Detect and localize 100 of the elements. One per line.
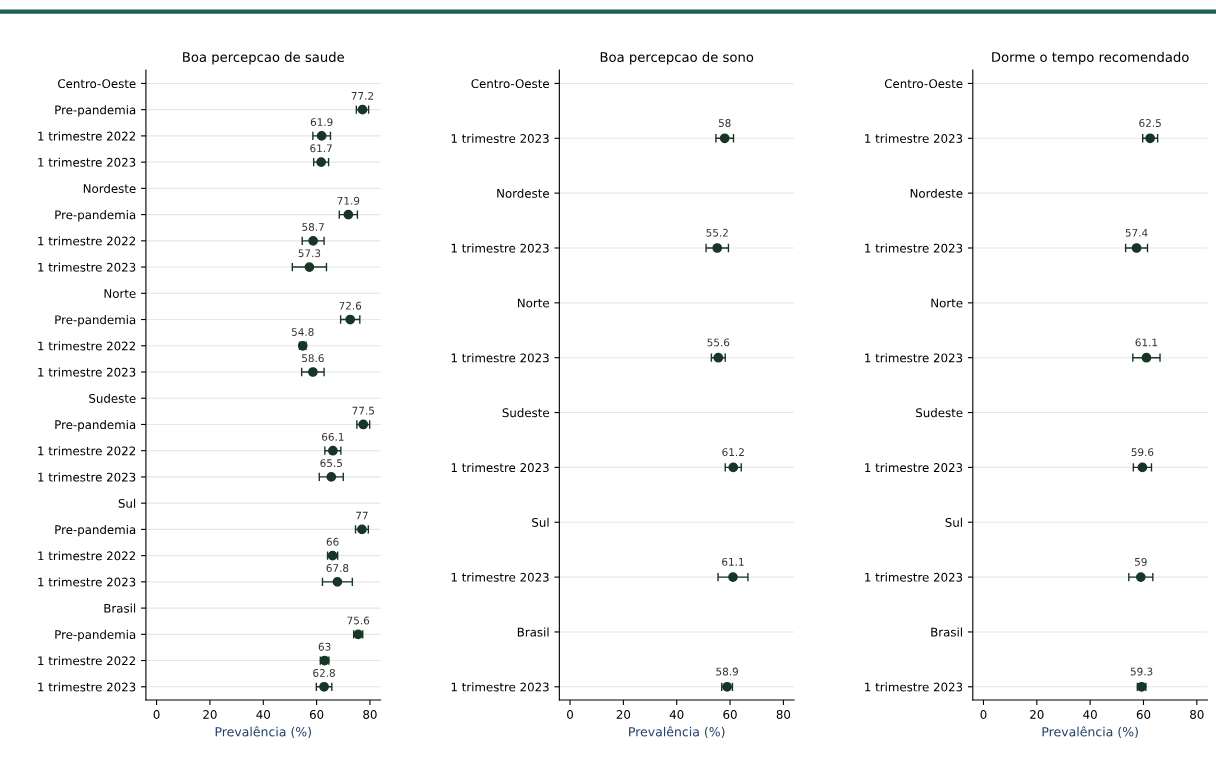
y-tick-label: 1 trimestre 2023 bbox=[38, 262, 136, 272]
point bbox=[728, 462, 739, 473]
y-tick-label: 1 trimestre 2023 bbox=[451, 243, 549, 253]
y-tick-label: Sudeste bbox=[89, 393, 136, 403]
y-tick-label: 1 trimestre 2023 bbox=[38, 157, 136, 167]
point bbox=[319, 681, 329, 692]
x-tick-label: 20 bbox=[1030, 710, 1044, 719]
y-tick-label: 1 trimestre 2023 bbox=[451, 353, 549, 363]
x-tick-label: 0 bbox=[567, 710, 573, 719]
x-tick-label: 0 bbox=[980, 710, 987, 719]
y-tick-label: Norte bbox=[931, 298, 963, 308]
y-tick-label: 1 trimestre 2023 bbox=[451, 682, 549, 692]
data-label: 61.1 bbox=[722, 557, 744, 566]
point bbox=[328, 445, 338, 456]
y-tick-label: Brasil bbox=[104, 603, 136, 613]
point bbox=[316, 157, 326, 167]
y-tick-label: 1 trimestre 2023 bbox=[865, 682, 963, 692]
data-label: 77.5 bbox=[352, 406, 374, 415]
y-tick-label: 1 trimestre 2022 bbox=[38, 551, 136, 561]
data-label: 58 bbox=[718, 119, 731, 127]
y-tick-label: Nordeste bbox=[83, 183, 136, 194]
y-tick-label: Centro-Oeste bbox=[471, 79, 550, 89]
y-tick-label: 1 trimestre 2023 bbox=[451, 133, 549, 143]
x-tick-label: 60 bbox=[309, 710, 324, 719]
data-label: 55.6 bbox=[707, 338, 730, 347]
data-label: 66 bbox=[326, 537, 339, 546]
y-tick-label: Norte bbox=[104, 289, 136, 298]
point bbox=[1141, 352, 1152, 363]
point bbox=[1135, 572, 1146, 582]
x-tick-label: 80 bbox=[1190, 710, 1204, 719]
x-tick-label: 40 bbox=[1083, 710, 1097, 719]
data-label: 54.8 bbox=[291, 328, 314, 336]
data-label: 63 bbox=[318, 642, 331, 651]
point bbox=[326, 472, 337, 482]
data-label: 59.6 bbox=[1131, 448, 1154, 457]
data-label: 57.4 bbox=[1125, 228, 1148, 237]
point bbox=[728, 572, 738, 582]
y-tick-label: Centro-Oeste bbox=[58, 79, 136, 89]
data-label: 65.5 bbox=[320, 459, 342, 468]
y-tick-label: Brasil bbox=[931, 627, 962, 637]
data-label: 72.6 bbox=[339, 301, 362, 310]
x-tick-label: 40 bbox=[669, 710, 684, 719]
y-tick-label: Nordeste bbox=[910, 188, 963, 198]
x-tick-label: 60 bbox=[1136, 710, 1151, 719]
y-tick-label: 1 trimestre 2023 bbox=[38, 682, 136, 692]
y-tick-label: 1 trimestre 2023 bbox=[865, 462, 963, 473]
point bbox=[712, 243, 723, 253]
y-tick-label: Sul bbox=[118, 498, 136, 508]
point bbox=[719, 133, 730, 144]
point bbox=[316, 131, 327, 141]
y-tick-label: 1 trimestre 2023 bbox=[38, 367, 136, 377]
y-tick-label: 1 trimestre 2022 bbox=[38, 446, 136, 456]
y-tick-label: Pre-pandemia bbox=[55, 524, 136, 537]
y-tick-label: 1 trimestre 2023 bbox=[865, 243, 963, 253]
point bbox=[332, 577, 343, 587]
point bbox=[345, 314, 356, 325]
y-tick-label: Pre-pandemia bbox=[55, 629, 136, 642]
chart-title: Boa percepcao de saude bbox=[183, 51, 344, 65]
data-label: 59.3 bbox=[1130, 667, 1153, 676]
point bbox=[308, 235, 318, 246]
y-tick-label: 1 trimestre 2023 bbox=[38, 472, 136, 482]
data-label: 57.3 bbox=[298, 249, 321, 258]
point bbox=[1145, 133, 1156, 144]
point bbox=[1137, 462, 1148, 473]
data-label: 77 bbox=[356, 511, 368, 520]
data-label: 77.2 bbox=[351, 91, 374, 100]
y-tick-label: Pre-pandemia bbox=[55, 315, 136, 327]
y-tick-label: 1 trimestre 2023 bbox=[865, 353, 963, 363]
y-tick-label: Centro-Oeste bbox=[884, 79, 963, 89]
x-axis-title: Prevalência (%) bbox=[215, 726, 311, 738]
point bbox=[308, 367, 318, 377]
y-tick-label: Sul bbox=[945, 517, 962, 527]
y-tick-label: 1 trimestre 2022 bbox=[38, 341, 136, 351]
y-tick-label: Sudeste bbox=[916, 408, 963, 418]
data-label: 61.7 bbox=[310, 144, 332, 153]
x-tick-label: 20 bbox=[203, 710, 217, 719]
y-tick-label: Sul bbox=[532, 517, 549, 527]
y-tick-label: 1 trimestre 2022 bbox=[38, 656, 136, 666]
data-label: 58.6 bbox=[302, 354, 324, 363]
chart-title: Dorme o tempo recomendado bbox=[992, 51, 1189, 65]
data-label: 67.8 bbox=[326, 564, 349, 572]
data-label: 55.2 bbox=[706, 228, 728, 237]
y-tick-label: 1 trimestre 2023 bbox=[865, 133, 963, 143]
data-label: 62.8 bbox=[313, 669, 335, 677]
data-label: 75.6 bbox=[347, 616, 370, 625]
y-tick-label: 1 trimestre 2023 bbox=[451, 572, 549, 582]
data-label: 66.1 bbox=[322, 432, 344, 441]
y-tick-label: Pre-pandemia bbox=[55, 105, 136, 117]
y-tick-label: 1 trimestre 2023 bbox=[865, 572, 963, 582]
x-tick-label: 80 bbox=[776, 710, 791, 719]
y-tick-label: Pre-pandemia bbox=[55, 419, 136, 432]
chart-title: Boa percepcao de sono bbox=[600, 51, 754, 65]
y-tick-label: Norte bbox=[518, 298, 550, 308]
data-label: 58.7 bbox=[302, 223, 324, 231]
data-label: 61.9 bbox=[310, 118, 333, 127]
data-label: 61.1 bbox=[1135, 338, 1158, 347]
y-tick-label: 1 trimestre 2022 bbox=[38, 131, 136, 141]
data-label: 71.9 bbox=[337, 196, 360, 205]
x-tick-label: 0 bbox=[153, 710, 160, 719]
y-tick-label: Sudeste bbox=[502, 408, 550, 418]
